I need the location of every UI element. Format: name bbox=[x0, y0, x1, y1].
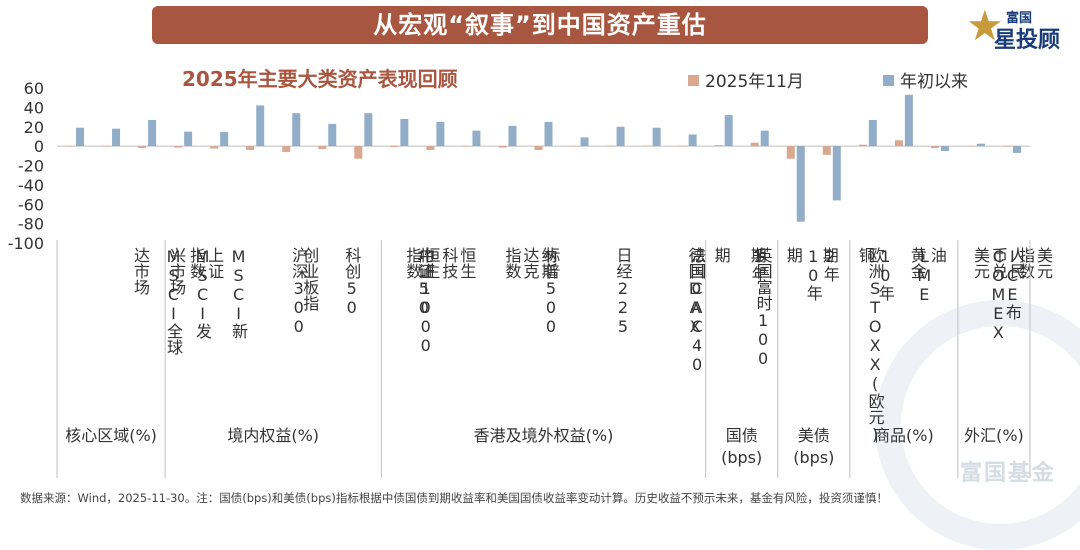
bar-ytd bbox=[796, 146, 805, 222]
bar-ytd bbox=[616, 126, 625, 147]
category-label: 上证指数 bbox=[174, 247, 224, 279]
y-tick-label: 60 bbox=[24, 79, 44, 98]
bar-nov bbox=[606, 145, 615, 147]
logo-line2: 星投顾 bbox=[994, 28, 1061, 53]
legend-label-nov: 2025年11月 bbox=[705, 72, 804, 92]
watermark-text: 富国基金 bbox=[960, 461, 1057, 486]
group-label: 国债(bps) bbox=[721, 426, 762, 467]
bar-ytd bbox=[400, 119, 409, 147]
bar-ytd bbox=[724, 115, 733, 147]
y-tick-label: -40 bbox=[18, 176, 44, 195]
bar-nov bbox=[102, 146, 111, 147]
category-label: 欧洲STOXX(欧元) bbox=[688, 247, 885, 443]
logo-line1: 富国 bbox=[1006, 11, 1033, 26]
group-label: 商品(%) bbox=[874, 426, 934, 445]
footer-note: 数据来源：Wind，2025-11-30。注：国债(bps)和美债(bps)指标… bbox=[20, 491, 888, 505]
legend-swatch-ytd bbox=[883, 75, 894, 86]
bar-nov bbox=[786, 146, 795, 159]
bar-nov bbox=[390, 146, 399, 148]
bar-ytd bbox=[292, 113, 301, 147]
bar-ytd bbox=[760, 130, 769, 147]
bar-ytd bbox=[868, 119, 877, 147]
bar-nov bbox=[966, 145, 975, 147]
bar-nov bbox=[138, 146, 147, 149]
legend-item-ytd: 年初以来 bbox=[883, 67, 968, 92]
bar-nov bbox=[462, 145, 471, 147]
y-tick-label: -20 bbox=[18, 157, 44, 176]
bar-nov bbox=[1002, 146, 1011, 147]
category-label: 恒生科技 bbox=[426, 247, 476, 280]
bar-ytd bbox=[76, 127, 85, 147]
bar-nov bbox=[318, 146, 327, 150]
bar-nov bbox=[174, 146, 183, 148]
bar-nov bbox=[750, 142, 759, 147]
bar-nov bbox=[858, 144, 867, 147]
bar-ytd bbox=[580, 137, 589, 147]
y-tick-label: 40 bbox=[24, 98, 44, 117]
bar-ytd bbox=[328, 123, 337, 147]
bar-ytd bbox=[148, 119, 157, 147]
bar-nov bbox=[894, 140, 903, 147]
legend-swatch-nov bbox=[688, 75, 699, 86]
bar-nov bbox=[354, 146, 363, 159]
bar-nov bbox=[822, 146, 831, 155]
bar-ytd bbox=[688, 134, 697, 147]
category-label: 美元指数 bbox=[1003, 247, 1053, 279]
bar-nov bbox=[426, 146, 435, 150]
bar-ytd bbox=[112, 128, 121, 147]
bar-ytd bbox=[256, 105, 265, 147]
y-tick-label: 20 bbox=[24, 118, 44, 137]
bar-ytd bbox=[976, 143, 985, 147]
bar-ytd bbox=[436, 121, 445, 147]
bar-ytd bbox=[904, 94, 913, 147]
bar-ytd bbox=[940, 146, 949, 151]
bar-nov bbox=[714, 145, 723, 147]
bar-nov bbox=[534, 146, 543, 150]
bar-ytd bbox=[184, 131, 193, 147]
y-tick-label: -80 bbox=[18, 215, 44, 234]
bar-nov bbox=[210, 146, 219, 149]
group-label: 美债(bps) bbox=[793, 426, 834, 467]
y-tick-label: 0 bbox=[34, 137, 44, 156]
bar-ytd bbox=[472, 130, 481, 147]
bar-nov bbox=[678, 145, 687, 147]
bar-ytd bbox=[832, 146, 841, 201]
bar-nov bbox=[282, 146, 291, 152]
chart-title: 2025年主要大类资产表现回顾 bbox=[182, 67, 458, 91]
brand-logo: ★ 富国 星投顾 bbox=[966, 1, 1076, 54]
bar-nov bbox=[930, 146, 939, 149]
bar-ytd bbox=[220, 132, 229, 147]
y-tick-label: -100 bbox=[8, 234, 44, 253]
legend-item-nov: 2025年11月 bbox=[688, 67, 804, 92]
group-label: 外汇(%) bbox=[964, 426, 1024, 445]
bar-nov bbox=[642, 145, 651, 147]
group-label: 香港及境外权益(%) bbox=[474, 426, 614, 445]
y-tick-label: -60 bbox=[18, 195, 44, 214]
bar-ytd bbox=[652, 127, 661, 147]
bar-nov bbox=[246, 146, 255, 150]
bar-ytd bbox=[544, 121, 553, 147]
legend-label-ytd: 年初以来 bbox=[900, 72, 968, 92]
page-title: 从宏观“叙事”到中国资产重估 bbox=[152, 6, 928, 44]
bar-nov bbox=[498, 146, 507, 148]
star-icon: ★ bbox=[966, 1, 1004, 50]
bar-nov bbox=[66, 145, 75, 147]
bar-nov bbox=[570, 145, 579, 147]
group-label: 境内权益(%) bbox=[227, 426, 319, 445]
bar-ytd bbox=[364, 113, 373, 147]
group-label: 核心区域(%) bbox=[65, 426, 157, 445]
bar-ytd bbox=[508, 125, 517, 147]
bar-ytd bbox=[1012, 146, 1021, 153]
